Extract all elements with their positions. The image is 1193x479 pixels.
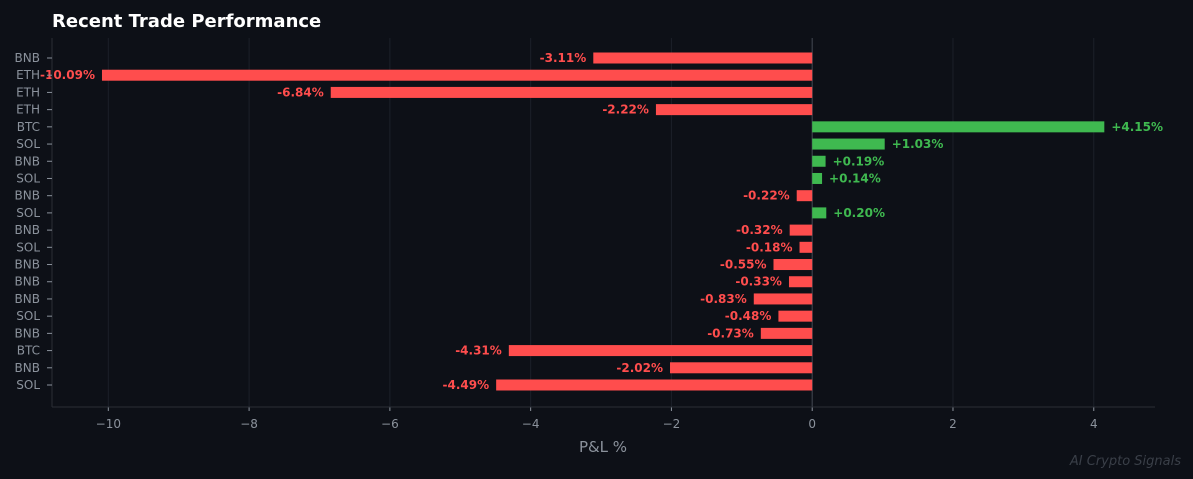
bar (812, 138, 885, 150)
y-tick-label: BNB (15, 154, 40, 168)
data-label: +1.03% (892, 137, 944, 151)
bar (789, 224, 813, 236)
x-tick-label: −10 (96, 417, 121, 431)
y-tick-label: BNB (15, 275, 40, 289)
bar (508, 345, 813, 357)
y-tick-label: ETH (16, 103, 40, 117)
bar (330, 86, 813, 98)
x-tick-label: −4 (522, 417, 540, 431)
y-tick-label: SOL (16, 171, 40, 185)
y-tick-label: ETH (16, 68, 40, 82)
data-label: -0.22% (743, 189, 790, 203)
data-label: -0.18% (746, 240, 793, 254)
data-label: -0.48% (725, 309, 772, 323)
bar (655, 104, 813, 116)
y-tick-label: SOL (16, 240, 40, 254)
x-tick-label: 2 (949, 417, 957, 431)
bar (778, 310, 813, 322)
x-tick-label: −8 (240, 417, 258, 431)
chart-title: Recent Trade Performance (52, 11, 321, 32)
y-tick-label: BNB (15, 326, 40, 340)
data-label: -0.33% (735, 275, 782, 289)
data-label: +0.19% (833, 154, 885, 168)
y-tick-label: BTC (17, 344, 40, 358)
bar (101, 69, 813, 81)
bar (773, 259, 813, 271)
bar (799, 241, 813, 253)
bar (760, 327, 813, 339)
bar (670, 362, 813, 374)
bar (753, 293, 813, 305)
data-label: +0.20% (833, 206, 885, 220)
y-tick-label: BNB (15, 189, 40, 203)
bar (796, 190, 813, 202)
y-tick-label: BNB (15, 51, 40, 65)
y-tick-label: BNB (15, 258, 40, 272)
data-label: -3.11% (540, 51, 587, 65)
data-label: -0.83% (700, 292, 747, 306)
bar (788, 276, 813, 288)
data-label: -4.49% (443, 378, 490, 392)
y-tick-label: BNB (15, 361, 40, 375)
x-axis-label: P&L % (579, 438, 627, 456)
data-label: -0.32% (736, 223, 783, 237)
y-tick-label: BTC (17, 120, 40, 134)
bar (496, 379, 813, 391)
data-label: -4.31% (455, 344, 502, 358)
data-label: -0.73% (707, 326, 754, 340)
data-label: -2.22% (602, 103, 649, 117)
y-tick-label: ETH (16, 85, 40, 99)
x-tick-label: 4 (1090, 417, 1098, 431)
watermark: AI Crypto Signals (1069, 454, 1181, 469)
y-tick-label: BNB (15, 292, 40, 306)
bar (812, 172, 823, 184)
bar (812, 207, 827, 219)
y-tick-label: SOL (16, 309, 40, 323)
y-tick-label: SOL (16, 206, 40, 220)
y-tick-label: SOL (16, 378, 40, 392)
x-tick-label: −6 (381, 417, 399, 431)
x-tick-label: 0 (808, 417, 816, 431)
bar (593, 52, 813, 64)
data-label: +4.15% (1111, 120, 1163, 134)
data-label: -6.84% (277, 85, 324, 99)
y-tick-label: SOL (16, 137, 40, 151)
data-label: -2.02% (616, 361, 663, 375)
bar (812, 155, 826, 167)
y-tick-label: BNB (15, 223, 40, 237)
data-label: -0.55% (720, 258, 767, 272)
bar (812, 121, 1105, 133)
x-tick-label: −2 (663, 417, 681, 431)
data-label: +0.14% (829, 171, 881, 185)
data-label: -10.09% (40, 68, 95, 82)
